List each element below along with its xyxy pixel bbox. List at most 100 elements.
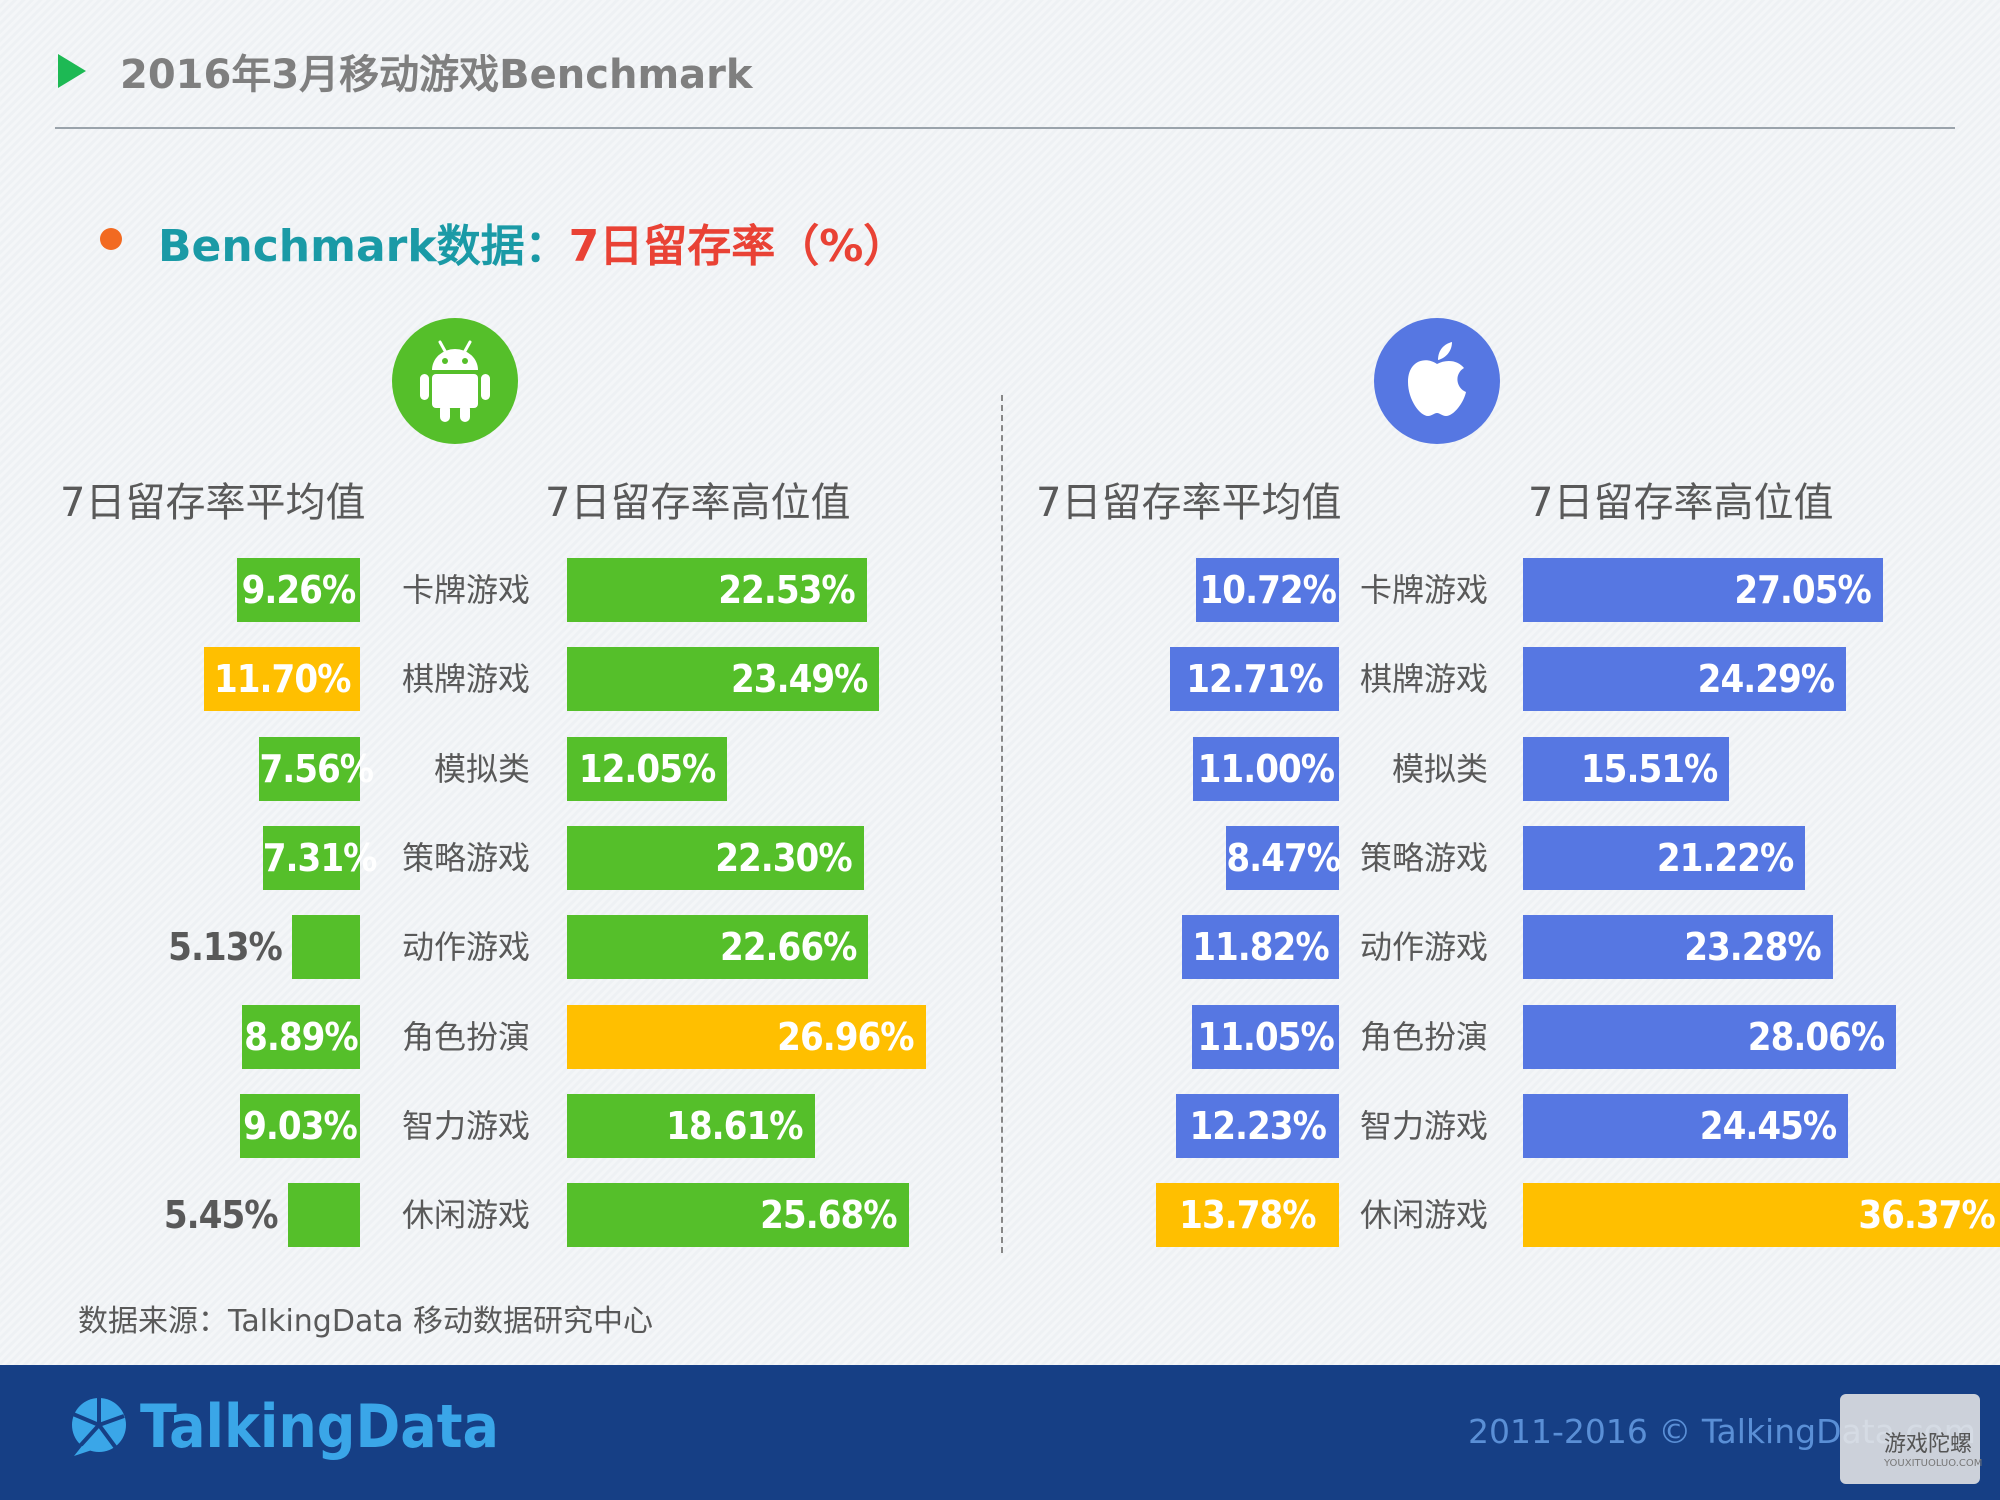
ios-avg-bar <box>1155 1183 1339 1248</box>
android-icon <box>392 318 518 444</box>
android-high-bar <box>567 736 728 801</box>
android-high-label: 22.66% <box>719 925 857 970</box>
brand-name: TalkingData <box>140 1392 499 1462</box>
android-avg-bar <box>262 825 360 890</box>
android-high-label: 18.61% <box>666 1103 803 1148</box>
android-avg-label: 7.56% <box>259 746 374 791</box>
ios-high-label: 21.22% <box>1656 835 1794 880</box>
android-high-bar <box>567 915 869 980</box>
ios-avg-bar <box>1192 736 1339 801</box>
footer-bar <box>0 1365 2000 1500</box>
android-category-label: 智力游戏 <box>401 1106 530 1145</box>
android-category-label: 棋牌游戏 <box>401 660 530 699</box>
android-avg-label: 7.31% <box>262 835 378 880</box>
ios-category-label: 智力游戏 <box>1359 1106 1488 1145</box>
ios-avg-label: 12.23% <box>1189 1103 1326 1148</box>
ios-category-label: 棋牌游戏 <box>1359 660 1488 699</box>
ios-avg-header: 7日留存率平均值 <box>1036 480 1342 526</box>
android-high-label: 23.49% <box>731 657 868 702</box>
android-avg-label: 9.26% <box>241 568 357 612</box>
android-high-bar <box>567 558 867 622</box>
ios-high-header: 7日留存率高位值 <box>1528 480 1834 526</box>
ios-avg-bar <box>1169 647 1339 712</box>
ios-high-label: 27.05% <box>1734 568 1871 612</box>
brand-logo: TalkingData <box>72 1392 499 1462</box>
ios-high-label: 15.51% <box>1580 746 1718 791</box>
ios-category-label: 模拟类 <box>1391 749 1488 788</box>
ios-high-bar <box>1523 825 1806 890</box>
ios-avg-label: 11.82% <box>1192 925 1329 970</box>
ios-high-bar <box>1523 736 1730 801</box>
ios-avg-label: 12.71% <box>1186 657 1323 702</box>
ios-high-label: 23.28% <box>1684 925 1821 970</box>
android-high-label: 25.68% <box>760 1193 897 1238</box>
android-avg-bar <box>241 1004 360 1069</box>
section-title-metric: 7日留存率（%） <box>568 221 908 272</box>
header-divider <box>55 127 1955 129</box>
android-avg-bar <box>236 558 360 622</box>
ios-high-label: 36.37% <box>1858 1193 1995 1238</box>
android-avg-bar <box>287 1183 360 1248</box>
ios-high-bar <box>1523 647 1847 712</box>
ios-avg-label: 11.05% <box>1197 1014 1334 1059</box>
android-high-label: 22.53% <box>718 568 855 612</box>
ios-high-bar <box>1523 558 1883 622</box>
android-avg-bar <box>259 736 360 801</box>
header-arrow-icon <box>58 54 86 88</box>
android-avg-bar <box>291 915 360 980</box>
watermark-text: 游戏陀螺 <box>1884 1432 1973 1457</box>
android-avg-bar <box>204 647 360 712</box>
ios-high-label: 28.06% <box>1747 1014 1885 1059</box>
ios-avg-bar <box>1176 1093 1339 1158</box>
android-high-bar <box>567 1004 926 1069</box>
ios-high-bar <box>1523 1183 2000 1248</box>
android-high-label: 12.05% <box>578 746 716 791</box>
android-category-label: 策略游戏 <box>401 838 530 877</box>
android-high-label: 26.96% <box>777 1014 914 1059</box>
android-avg-label: 5.45% <box>163 1193 279 1238</box>
ios-high-label: 24.45% <box>1699 1103 1837 1148</box>
ios-avg-label: 13.78% <box>1179 1193 1316 1238</box>
ios-high-bar <box>1523 1093 1849 1158</box>
android-category-label: 模拟类 <box>433 749 530 788</box>
section-title: Benchmark数据：7日留存率（%） <box>158 210 907 274</box>
ios-category-label: 动作游戏 <box>1359 928 1488 967</box>
android-avg-label: 11.70% <box>213 657 351 702</box>
ios-avg-bar <box>1181 915 1339 980</box>
page-title: 2016年3月移动游戏Benchmark <box>120 52 753 98</box>
android-category-label: 角色扮演 <box>401 1017 530 1056</box>
ios-category-label: 休闲游戏 <box>1359 1196 1488 1235</box>
apple-icon <box>1374 318 1500 444</box>
ios-category-label: 角色扮演 <box>1359 1017 1488 1056</box>
android-high-header: 7日留存率高位值 <box>545 480 851 526</box>
android-avg-label: 8.89% <box>244 1014 359 1059</box>
android-high-label: 22.30% <box>715 835 852 880</box>
platform-divider <box>1001 395 1003 1253</box>
android-avg-label: 9.03% <box>243 1103 358 1148</box>
android-category-label: 卡牌游戏 <box>401 571 530 609</box>
ios-avg-bar <box>1192 1004 1339 1069</box>
ios-category-label: 策略游戏 <box>1359 838 1488 877</box>
ios-category-label: 卡牌游戏 <box>1359 571 1488 609</box>
android-high-bar <box>567 1183 909 1248</box>
android-avg-header: 7日留存率平均值 <box>60 480 366 526</box>
watermark-subtext: YOUXITUOLUO.COM <box>1884 1458 1983 1469</box>
android-category-label: 休闲游戏 <box>401 1196 530 1235</box>
android-high-bar <box>567 647 880 712</box>
ios-avg-label: 8.47% <box>1226 835 1341 880</box>
ios-avg-bar <box>1196 558 1339 622</box>
ios-avg-label: 10.72% <box>1199 568 1337 612</box>
android-avg-label: 5.13% <box>168 925 283 970</box>
ios-high-bar <box>1523 1004 1897 1069</box>
data-source: 数据来源：TalkingData 移动数据研究中心 <box>78 1304 654 1339</box>
talkingdata-logo-icon <box>72 1398 126 1456</box>
android-high-bar <box>567 825 864 890</box>
android-category-label: 动作游戏 <box>401 928 530 967</box>
bullet-icon <box>100 228 122 250</box>
section-title-prefix: Benchmark数据： <box>158 221 569 272</box>
ios-high-bar <box>1523 915 1833 980</box>
ios-high-label: 24.29% <box>1697 657 1835 702</box>
android-avg-bar <box>239 1093 360 1158</box>
watermark-badge <box>1840 1394 1980 1484</box>
ios-avg-label: 11.00% <box>1197 746 1335 791</box>
